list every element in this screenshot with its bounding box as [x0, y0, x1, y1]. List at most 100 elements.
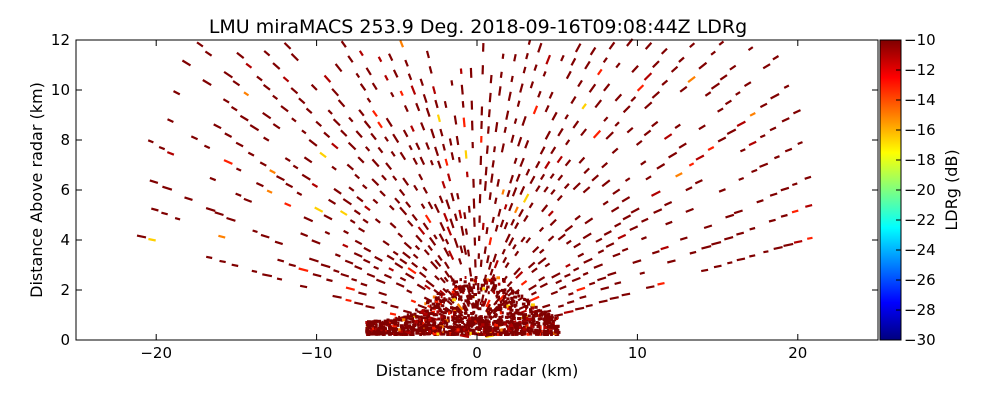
- radar-return: [484, 166, 488, 176]
- radar-return: [542, 70, 547, 77]
- radar-return-dense: [502, 296, 505, 300]
- radar-return: [349, 219, 356, 224]
- radar-return: [485, 303, 492, 313]
- radar-return: [343, 229, 349, 235]
- radar-return-dense: [457, 320, 461, 324]
- radar-return: [347, 141, 357, 151]
- radar-return: [291, 117, 297, 123]
- radar-return: [665, 220, 673, 226]
- radar-return-dense: [454, 296, 457, 300]
- radar-return: [416, 283, 426, 291]
- radar-return-dense: [549, 330, 553, 334]
- radar-return: [539, 282, 548, 289]
- radar-return-dense: [510, 299, 515, 303]
- radar-return: [537, 42, 543, 53]
- radar-return: [342, 243, 349, 248]
- radar-return: [763, 250, 769, 254]
- radar-return-dense: [429, 312, 434, 316]
- radar-return: [190, 135, 199, 141]
- radar-return: [437, 254, 443, 262]
- radar-return: [578, 156, 586, 164]
- radar-return-dense: [416, 315, 420, 319]
- radar-return-dense: [423, 318, 427, 322]
- radar-return: [406, 289, 413, 294]
- radar-return: [415, 234, 423, 243]
- radar-return-dense: [373, 325, 378, 329]
- radar-return-dense: [486, 332, 490, 336]
- radar-return: [355, 130, 363, 139]
- radar-return-dense: [450, 329, 455, 333]
- radar-return: [594, 99, 603, 109]
- radar-return: [167, 118, 174, 124]
- radar-return: [389, 312, 397, 316]
- radar-return: [554, 313, 564, 317]
- radar-return-dense: [375, 323, 378, 327]
- radar-return: [422, 186, 428, 194]
- radar-return: [331, 88, 340, 97]
- radar-return-dense: [477, 298, 481, 302]
- radar-return-dense: [523, 320, 527, 324]
- radar-return-dense: [529, 329, 534, 333]
- radar-return: [678, 142, 687, 149]
- radar-return-dense: [453, 313, 456, 316]
- radar-return: [597, 276, 607, 282]
- radar-return-dense: [428, 323, 431, 327]
- radar-return-dense: [412, 330, 415, 334]
- radar-return-dense: [496, 276, 500, 280]
- radar-return: [651, 90, 661, 99]
- radar-return-dense: [369, 329, 373, 333]
- radar-return: [551, 111, 558, 121]
- radar-return: [545, 54, 552, 65]
- radar-return: [202, 79, 212, 87]
- radar-return: [430, 128, 436, 139]
- radar-return: [566, 300, 575, 305]
- radar-return: [557, 233, 566, 241]
- radar-return: [643, 129, 652, 137]
- radar-return-dense: [465, 332, 469, 336]
- radar-return: [372, 109, 378, 118]
- radar-return-dense: [452, 282, 456, 286]
- radar-return-dense: [496, 290, 500, 294]
- radar-return: [557, 304, 564, 308]
- radar-return-dense: [482, 331, 486, 335]
- radar-return: [489, 268, 494, 276]
- radar-return-dense: [373, 332, 376, 336]
- radar-return: [485, 227, 489, 235]
- radar-return: [574, 43, 582, 53]
- radar-return: [584, 217, 594, 225]
- radar-return: [769, 192, 778, 197]
- radar-return: [354, 265, 363, 271]
- radar-return-dense: [453, 321, 456, 325]
- radar-return: [601, 161, 609, 169]
- radar-return-dense: [417, 329, 423, 333]
- radar-return-dense: [382, 328, 386, 332]
- radar-return: [376, 278, 386, 285]
- radar-return: [260, 233, 270, 239]
- radar-return-dense: [425, 312, 429, 316]
- radar-return-dense: [465, 325, 468, 329]
- radar-return-dense: [472, 331, 475, 335]
- radar-return: [529, 81, 535, 89]
- radar-return-dense: [436, 292, 441, 295]
- radar-return: [589, 46, 597, 56]
- radar-return: [724, 99, 732, 106]
- colorbar-label: LDRg (dB): [942, 149, 961, 230]
- radar-return: [459, 334, 470, 339]
- radar-return-dense: [509, 331, 512, 335]
- chart-title: LMU miraMACS 253.9 Deg. 2018-09-16T09:08…: [209, 16, 747, 38]
- radar-return: [465, 171, 469, 178]
- radar-return: [331, 165, 337, 171]
- radar-return-dense: [505, 324, 509, 328]
- radar-return-dense: [423, 324, 428, 328]
- radar-return-dense: [517, 317, 522, 320]
- radar-return-dense: [508, 332, 511, 336]
- radar-return-dense: [459, 317, 464, 321]
- radar-return: [436, 114, 441, 123]
- radar-return: [290, 53, 299, 62]
- radar-return: [406, 219, 414, 227]
- radar-return-dense: [538, 309, 543, 313]
- radar-return-dense: [365, 321, 369, 324]
- radar-return: [371, 158, 380, 168]
- radar-return: [514, 250, 520, 257]
- radar-return-dense: [434, 305, 438, 309]
